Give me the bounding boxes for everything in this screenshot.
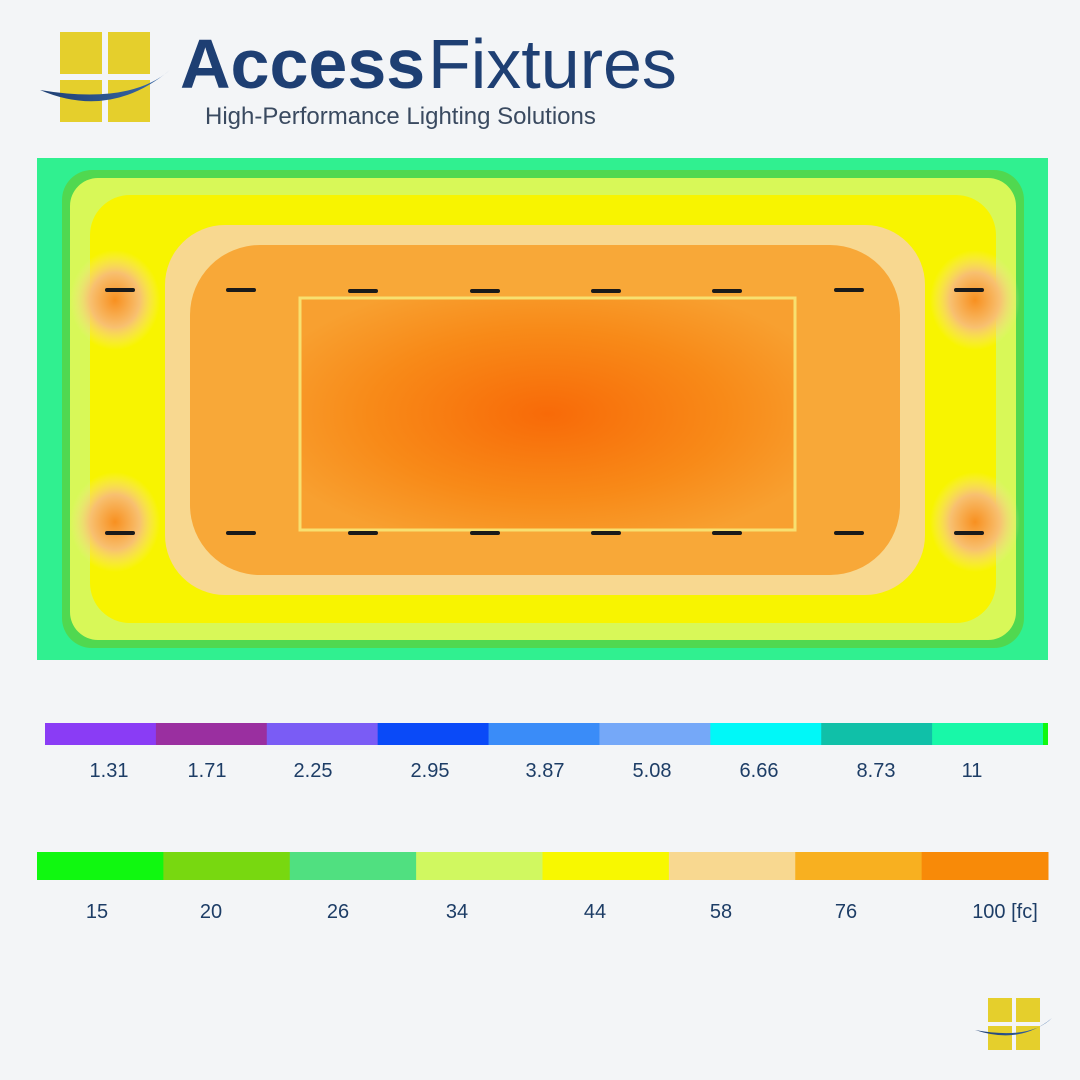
legend-label: 100 [fc] [972, 901, 1038, 923]
tagline: High-Performance Lighting Solutions [205, 103, 596, 130]
legend-swatch [163, 852, 291, 880]
legend-label: 76 [835, 901, 857, 923]
legend-label: 26 [327, 901, 349, 923]
legend-label: 58 [710, 901, 732, 923]
logo [40, 32, 170, 122]
legend-swatch [795, 852, 923, 880]
legend-swatch [45, 723, 157, 745]
legend-label: 1.71 [188, 760, 227, 782]
legend-swatch [488, 723, 600, 745]
legend-swatch [668, 852, 796, 880]
brand-2: Fixtures [428, 25, 677, 103]
legend-swatch [377, 723, 490, 745]
heatmap [37, 158, 1048, 660]
brand-1: Access [180, 25, 425, 103]
legend-swatch [266, 723, 379, 745]
legend-label: 6.66 [740, 760, 779, 782]
legend-label: 2.95 [411, 760, 450, 782]
legend-end [1043, 723, 1048, 745]
legend-label: 5.08 [633, 760, 672, 782]
legend-swatch [932, 723, 1044, 745]
legend-label: 44 [584, 901, 606, 923]
legend-swatch [710, 723, 822, 745]
legend-swatch [155, 723, 268, 745]
legend-label: 34 [446, 901, 468, 923]
fixtures [105, 288, 984, 535]
legend-label: 11 [962, 760, 983, 782]
legend-swatch [921, 852, 1049, 880]
legend-label: 20 [200, 901, 222, 923]
legend-swatch [542, 852, 670, 880]
legend-swatch [289, 852, 417, 880]
legend-swatch [416, 852, 543, 880]
legend-swatch [37, 852, 164, 880]
small-logo [975, 998, 1052, 1050]
legend-swatch [821, 723, 933, 745]
legend-label: 8.73 [857, 760, 896, 782]
legend-label: 2.25 [294, 760, 333, 782]
legend-label: 3.87 [526, 760, 565, 782]
legend-label: 1.31 [90, 760, 129, 782]
legend-swatch [599, 723, 711, 745]
legend-label: 15 [86, 901, 108, 923]
